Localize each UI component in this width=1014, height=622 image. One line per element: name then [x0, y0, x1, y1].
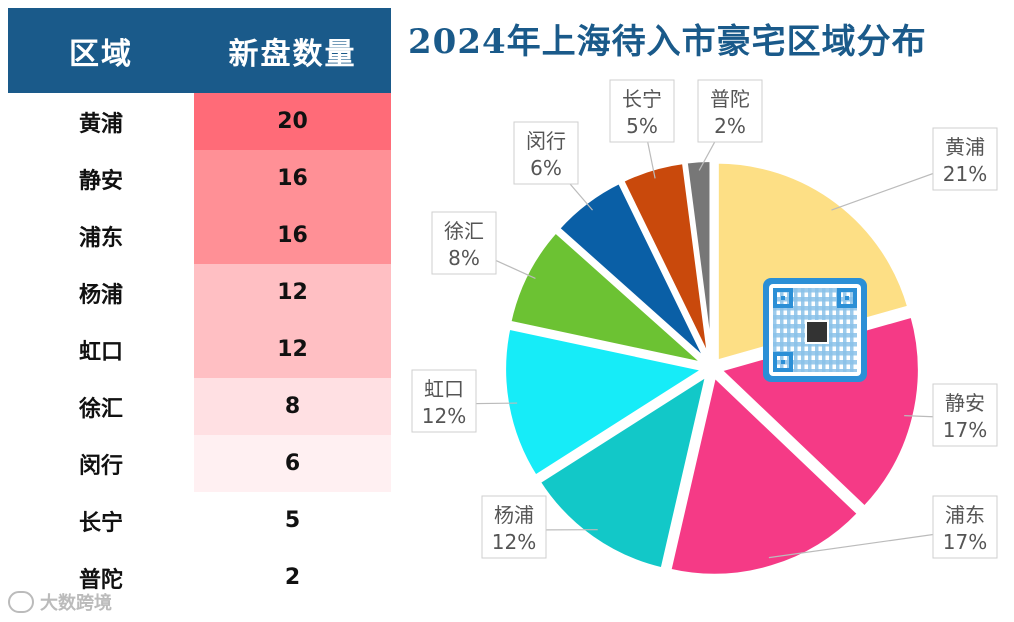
qr-code-icon [763, 278, 867, 382]
slice-name: 普陀 [710, 87, 750, 111]
slice-name: 闵行 [526, 129, 566, 153]
row-count: 20 [194, 93, 391, 150]
row-district: 长宁 [78, 510, 123, 536]
brand-logo-text: 大数跨境 [40, 593, 112, 614]
row-district: 徐汇 [78, 396, 123, 422]
header-district: 区域 [69, 36, 133, 72]
slice-name: 虹口 [424, 377, 464, 401]
slice-percent: 17% [943, 530, 987, 554]
slice-percent: 17% [943, 418, 987, 442]
slice-label-bg [431, 211, 497, 275]
pie-slice-5 [502, 325, 710, 480]
chart-title: 2024年上海待入市豪宅区域分布 [408, 22, 927, 62]
table-row: 黄浦 20 [8, 93, 391, 150]
row-count: 8 [194, 378, 391, 435]
table-row: 长宁 5 [8, 492, 391, 549]
slice-label: 黄浦 21% [932, 127, 998, 191]
row-count: 16 [194, 150, 391, 207]
table-row: 浦东 16 [8, 207, 391, 264]
slice-label: 长宁 5% [609, 79, 675, 143]
slice-label: 浦东 17% [932, 495, 998, 559]
row-district: 静安 [78, 168, 123, 194]
slice-name: 黄浦 [945, 135, 985, 159]
row-count: 2 [194, 549, 391, 606]
table-row: 闵行 6 [8, 435, 391, 492]
table-row: 徐汇 8 [8, 378, 391, 435]
table-row: 普陀 2 [8, 549, 391, 606]
slice-percent: 12% [492, 530, 536, 554]
row-count: 16 [194, 207, 391, 264]
slice-percent: 8% [448, 246, 480, 270]
slice-name: 长宁 [622, 87, 662, 111]
slice-label: 静安 17% [932, 383, 998, 447]
row-district: 虹口 [78, 339, 123, 365]
slice-label: 杨浦 12% [481, 495, 547, 559]
slice-percent: 12% [422, 404, 466, 428]
row-district: 闵行 [78, 453, 123, 479]
table-row: 虹口 12 [8, 321, 391, 378]
row-district: 黄浦 [78, 111, 123, 137]
row-count: 12 [194, 321, 391, 378]
row-district: 普陀 [78, 567, 123, 593]
slice-label-bg [481, 495, 547, 559]
slice-name: 徐汇 [444, 219, 484, 243]
brand-mark-icon [8, 591, 34, 613]
leader-line [768, 529, 966, 559]
slice-label-bg [932, 127, 998, 191]
slice-name: 浦东 [945, 503, 985, 527]
row-count: 6 [194, 435, 391, 492]
slice-label-bg [697, 79, 763, 143]
header-count: 新盘数量 [228, 36, 357, 72]
table-row: 静安 16 [8, 150, 391, 207]
slice-percent: 5% [626, 114, 658, 138]
pie-slice-7 [555, 179, 709, 364]
slice-label-bg [513, 121, 579, 185]
slice-label-bg [932, 495, 998, 559]
slice-label-bg [932, 383, 998, 447]
slice-name: 静安 [945, 391, 985, 415]
row-district: 杨浦 [78, 282, 123, 308]
table-body: 黄浦 20 静安 16 浦东 16 杨浦 12 虹口 12 徐汇 8 闵行 6 长宁 5 普陀 2 [8, 93, 391, 606]
brand-logo: 大数跨境 [8, 588, 112, 616]
slice-label: 虹口 12% [411, 369, 477, 433]
slice-label-bg [411, 369, 477, 433]
row-count: 5 [194, 492, 391, 549]
pie-slice-3 [666, 371, 862, 578]
slice-percent: 2% [714, 114, 746, 138]
district-table: 区域 新盘数量 黄浦 20 静安 16 浦东 16 杨浦 12 虹口 12 徐汇 8 闵行 6 长宁 5 普陀 2 [8, 8, 391, 606]
table-header: 区域 新盘数量 [8, 8, 391, 93]
slice-label: 闵行 6% [513, 121, 579, 185]
pie-slice-9 [683, 158, 714, 361]
row-count: 12 [194, 264, 391, 321]
slice-label: 普陀 2% [697, 79, 763, 143]
slice-percent: 21% [943, 162, 987, 186]
slice-label-bg [609, 79, 675, 143]
row-district: 浦东 [78, 225, 123, 251]
slice-percent: 6% [530, 156, 562, 180]
pie-slice-4 [535, 370, 711, 572]
slice-name: 杨浦 [494, 503, 534, 527]
table-row: 杨浦 12 [8, 264, 391, 321]
slice-label: 徐汇 8% [431, 211, 497, 275]
